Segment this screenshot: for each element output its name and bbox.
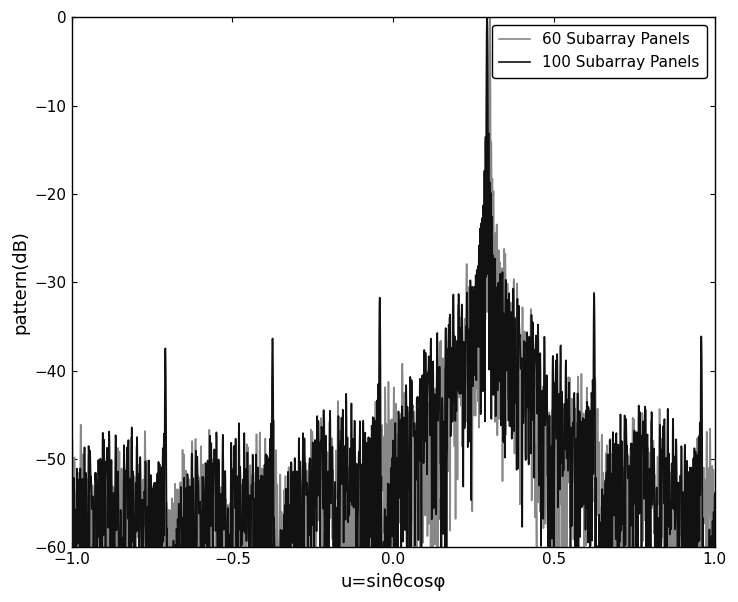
Legend: 60 Subarray Panels, 100 Subarray Panels: 60 Subarray Panels, 100 Subarray Panels [492, 25, 707, 78]
100 Subarray Panels [483, 13, 492, 20]
Line: 60 Subarray Panels: 60 Subarray Panels [72, 17, 715, 547]
100 Subarray Panels [342, 399, 351, 406]
60 Subarray Panels [698, 510, 707, 517]
100 Subarray Panels [314, 420, 323, 427]
60 Subarray Panels [711, 544, 720, 551]
X-axis label: u=sinθcosφ: u=sinθcosφ [340, 573, 446, 591]
60 Subarray Panels [342, 506, 351, 514]
Line: 100 Subarray Panels: 100 Subarray Panels [72, 17, 715, 547]
60 Subarray Panels [140, 427, 149, 435]
60 Subarray Panels [314, 517, 323, 524]
60 Subarray Panels [179, 535, 187, 542]
100 Subarray Panels [698, 544, 707, 551]
100 Subarray Panels [179, 544, 187, 551]
100 Subarray Panels [711, 489, 720, 497]
100 Subarray Panels [68, 544, 77, 551]
Y-axis label: pattern(dB): pattern(dB) [11, 231, 29, 334]
100 Subarray Panels [67, 489, 76, 497]
100 Subarray Panels [141, 470, 150, 477]
60 Subarray Panels [629, 447, 638, 455]
100 Subarray Panels [629, 478, 638, 485]
60 Subarray Panels [485, 13, 494, 20]
60 Subarray Panels [67, 544, 76, 551]
